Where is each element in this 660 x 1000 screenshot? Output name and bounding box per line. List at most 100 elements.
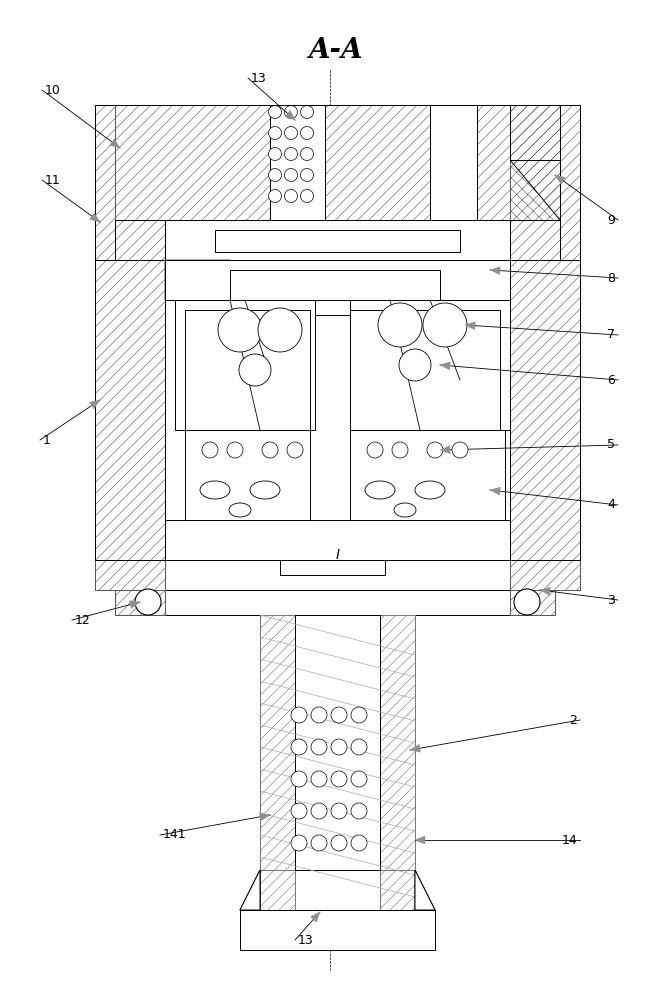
Bar <box>315 300 350 315</box>
Circle shape <box>331 739 347 755</box>
Circle shape <box>284 147 298 160</box>
Polygon shape <box>259 813 270 821</box>
Circle shape <box>331 707 347 723</box>
Polygon shape <box>560 105 580 260</box>
Polygon shape <box>165 260 230 300</box>
Polygon shape <box>110 139 120 148</box>
Circle shape <box>311 835 327 851</box>
Circle shape <box>311 739 327 755</box>
Circle shape <box>269 105 282 118</box>
Polygon shape <box>415 870 435 910</box>
Ellipse shape <box>415 481 445 499</box>
Polygon shape <box>440 446 450 454</box>
Text: 1: 1 <box>43 434 51 446</box>
Bar <box>185 430 310 520</box>
Text: 2: 2 <box>569 714 577 726</box>
Circle shape <box>351 707 367 723</box>
Polygon shape <box>325 105 430 220</box>
Polygon shape <box>95 105 115 260</box>
Bar <box>165 520 510 560</box>
Circle shape <box>378 303 422 347</box>
Bar <box>95 560 580 590</box>
Circle shape <box>291 739 307 755</box>
Text: 3: 3 <box>607 593 615 606</box>
Polygon shape <box>350 520 510 560</box>
Circle shape <box>202 442 218 458</box>
Circle shape <box>311 803 327 819</box>
Text: 8: 8 <box>607 271 615 284</box>
Polygon shape <box>380 615 415 870</box>
Bar <box>115 220 165 260</box>
Circle shape <box>239 354 271 386</box>
Circle shape <box>300 190 314 202</box>
Bar <box>280 555 385 575</box>
Circle shape <box>351 771 367 787</box>
Text: I: I <box>336 548 340 562</box>
Circle shape <box>351 739 367 755</box>
Polygon shape <box>95 260 165 560</box>
Circle shape <box>427 442 443 458</box>
Bar <box>230 270 440 310</box>
Polygon shape <box>465 322 475 330</box>
Bar <box>185 310 310 430</box>
Polygon shape <box>415 870 435 910</box>
Circle shape <box>300 168 314 182</box>
Polygon shape <box>175 300 315 430</box>
Ellipse shape <box>365 481 395 499</box>
Ellipse shape <box>250 481 280 499</box>
Text: 5: 5 <box>607 438 615 452</box>
Bar <box>215 230 460 252</box>
Polygon shape <box>165 520 315 560</box>
Circle shape <box>269 126 282 139</box>
Text: 6: 6 <box>607 373 615 386</box>
Polygon shape <box>115 105 270 220</box>
Circle shape <box>269 147 282 160</box>
Circle shape <box>262 442 278 458</box>
Polygon shape <box>510 105 560 160</box>
Circle shape <box>284 105 298 118</box>
Circle shape <box>291 835 307 851</box>
Bar <box>510 220 560 260</box>
Bar <box>95 105 580 260</box>
Bar <box>175 300 315 430</box>
Polygon shape <box>129 601 140 608</box>
Polygon shape <box>540 587 550 595</box>
Circle shape <box>300 147 314 160</box>
Circle shape <box>218 308 262 352</box>
Circle shape <box>284 190 298 202</box>
Circle shape <box>399 349 431 381</box>
Polygon shape <box>510 220 560 260</box>
Circle shape <box>331 771 347 787</box>
Bar <box>115 590 555 615</box>
Bar <box>165 260 510 300</box>
Circle shape <box>227 442 243 458</box>
Polygon shape <box>380 615 415 870</box>
Polygon shape <box>410 744 420 752</box>
Polygon shape <box>260 615 295 870</box>
Circle shape <box>351 835 367 851</box>
Polygon shape <box>490 487 500 495</box>
Circle shape <box>311 771 327 787</box>
Bar <box>270 105 325 220</box>
Circle shape <box>269 168 282 182</box>
Bar <box>165 220 510 260</box>
Polygon shape <box>350 300 510 430</box>
Polygon shape <box>310 912 320 922</box>
Circle shape <box>291 707 307 723</box>
Circle shape <box>351 803 367 819</box>
Circle shape <box>284 168 298 182</box>
Polygon shape <box>510 260 580 560</box>
Circle shape <box>269 190 282 202</box>
Text: A-A: A-A <box>308 36 362 64</box>
Polygon shape <box>95 560 165 590</box>
Polygon shape <box>440 362 450 370</box>
Polygon shape <box>380 870 415 910</box>
Text: 141: 141 <box>163 828 187 842</box>
Circle shape <box>300 105 314 118</box>
Bar <box>350 310 500 430</box>
Polygon shape <box>260 870 415 910</box>
Text: 14: 14 <box>561 834 577 846</box>
Polygon shape <box>115 590 165 615</box>
Polygon shape <box>440 260 510 300</box>
Polygon shape <box>285 110 295 120</box>
